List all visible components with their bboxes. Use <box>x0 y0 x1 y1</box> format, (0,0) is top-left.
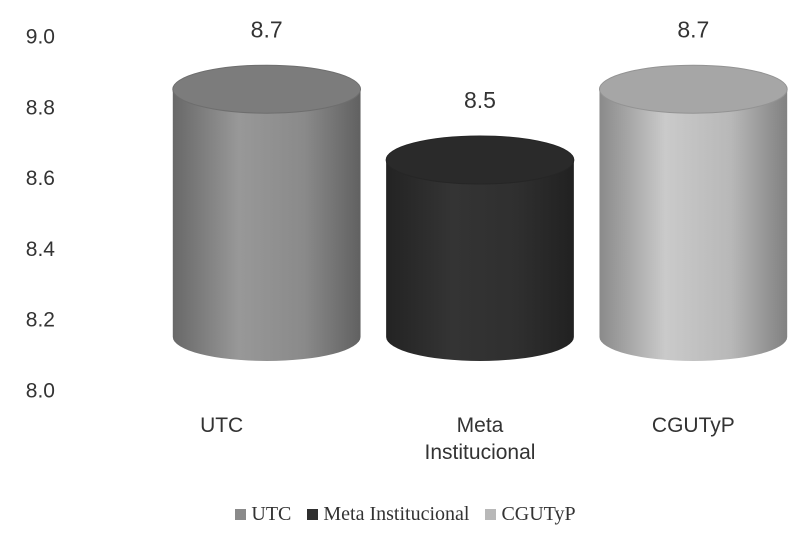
x-tick-label: Meta Institucional <box>424 414 536 464</box>
cylinder <box>598 64 788 361</box>
y-tick-label: 8.4 <box>26 238 56 261</box>
cylinder-body <box>599 89 788 361</box>
data-label: 8.5 <box>464 87 496 113</box>
legend-swatch <box>485 509 497 520</box>
y-tick-label: 8.6 <box>26 167 55 190</box>
legend-label: CGUTyP <box>501 503 576 525</box>
cylinder-top <box>172 64 362 114</box>
legend-swatch <box>235 509 247 520</box>
legend-item: CGUTyP <box>485 503 576 526</box>
data-label: 8.7 <box>677 16 709 42</box>
y-tick-label: 8.2 <box>26 309 55 332</box>
cylinder-body <box>172 89 361 361</box>
data-label: 8.7 <box>251 16 283 42</box>
x-tick-label: UTC <box>200 414 244 437</box>
legend-label: UTC <box>251 503 292 525</box>
y-tick-label: 9.0 <box>26 26 55 49</box>
cylinder-top <box>598 64 788 114</box>
cylinder <box>172 64 362 361</box>
legend: UTC Meta Institucional CGUTyP <box>0 503 811 526</box>
legend-item: Meta Institucional <box>307 503 469 526</box>
legend-label: Meta Institucional <box>323 503 470 525</box>
y-tick-label: 8.0 <box>26 380 55 403</box>
cylinder-top <box>385 135 575 185</box>
x-tick-label: CGUTyP <box>651 414 735 437</box>
y-tick-label: 8.8 <box>26 96 55 119</box>
legend-swatch <box>307 509 319 520</box>
cylinder <box>385 135 575 361</box>
legend-item: UTC <box>235 503 291 526</box>
cylinder-body <box>386 160 574 361</box>
